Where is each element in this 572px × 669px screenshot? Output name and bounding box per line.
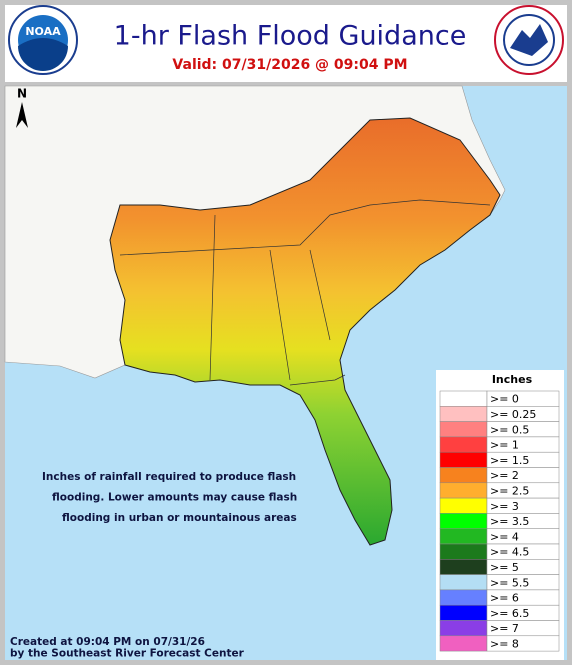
legend-label: >= 7 [490,622,519,635]
legend-swatch [439,436,488,453]
legend-swatch [439,620,488,637]
legend-swatch [439,406,488,422]
note-line: Inches of rainfall required to produce f… [42,471,296,483]
legend-swatch [439,513,488,529]
legend-label: >= 2.5 [490,484,529,497]
logo-text: NOAA [25,25,61,38]
forecast-region [109,117,501,546]
legend-label: >= 1.5 [490,454,529,467]
legend-label-cell [486,635,560,652]
note-line: flooding. Lower amounts may cause flash [52,492,297,504]
legend-swatch [439,467,488,484]
legend-label: >= 0.25 [490,408,536,421]
noaa-logo: NOAA [8,5,78,75]
legend-swatch [439,543,488,560]
state-lines [119,199,491,386]
legend-label: >= 6.5 [490,607,529,620]
legend-swatch [439,559,488,575]
legend-swatch [439,635,488,652]
legend-swatch [439,528,488,545]
legend: Inches >= 0 >= 0.25 >= 0.5 >= 1 >= 1.5 >= 2 >=… [436,370,564,660]
legend-label: >= 3.5 [490,515,529,528]
legend-label: >= 2 [490,469,519,482]
legend-swatch [439,589,488,606]
legend-label: >= 4.5 [490,546,529,559]
legend-swatch [439,574,488,591]
legend-label: >= 0.5 [490,423,529,436]
nws-logo [494,5,564,75]
legend-swatch [439,421,488,438]
legend-swatch [439,451,488,468]
north-arrow: N [16,87,28,128]
note: Inches of rainfall required to produce f… [42,471,297,524]
north-label: N [17,87,27,101]
footer-line: by the Southeast River Forecast Center [10,648,245,660]
legend-swatch [439,604,488,621]
footer-line: Created at 09:04 PM on 07/31/26 [10,636,205,648]
legend-label: >= 3 [490,500,519,513]
legend-label: >= 0 [490,393,519,406]
note-line: flooding in urban or mountainous areas [62,512,297,524]
legend-label: >= 6 [490,592,519,605]
legend-swatch [439,497,488,514]
legend-label: >= 4 [490,530,519,543]
legend-swatch [439,390,488,407]
legend-swatch [439,482,488,499]
valid-time: Valid: 07/31/2026 @ 09:04 PM [172,57,407,73]
legend-label: >= 8 [490,637,519,650]
legend-label: >= 1 [490,439,519,452]
header [5,5,567,82]
title: 1-hr Flash Flood Guidance [114,21,467,52]
legend-title: Inches [492,373,533,386]
legend-label: >= 5.5 [490,576,529,589]
legend-label: >= 5 [490,561,519,574]
